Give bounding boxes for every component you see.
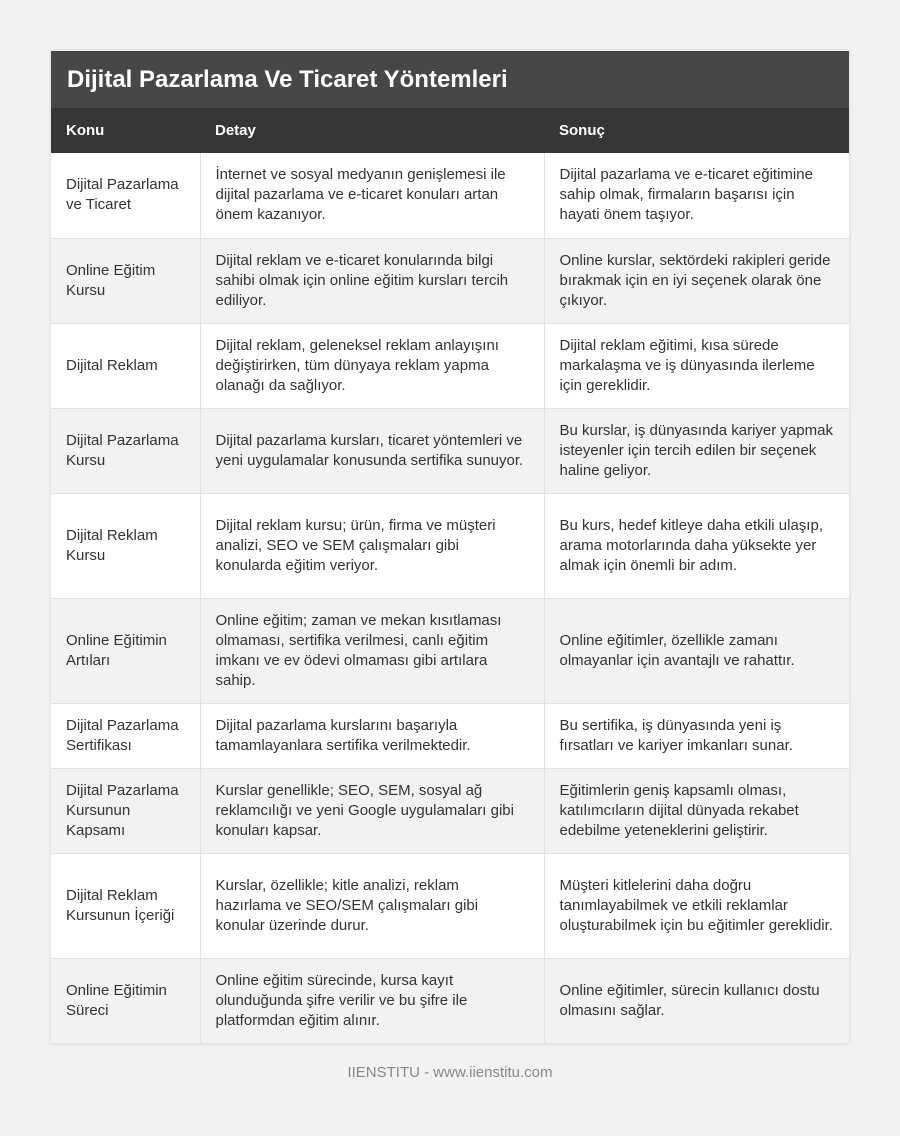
table-cell: Bu sertifika, iş dünyasında yeni iş fırs…: [544, 703, 849, 769]
footer: IIENSTITU - www.iienstitu.com: [347, 1064, 553, 1081]
table-cell: Online eğitimler, sürecin kullanıcı dost…: [544, 958, 849, 1044]
table-cell: Dijital pazarlama kurslarını başarıyla t…: [200, 703, 545, 769]
table-row: Online Eğitim Kursu Dijital reklam ve e-t…: [51, 238, 849, 324]
table-cell: Kurslar genellikle; SEO, SEM, sosyal ağ …: [200, 768, 545, 854]
table-cell: Dijital reklam ve e-ticaret konularında …: [200, 238, 545, 324]
table-cell: Online Eğitimin Süreci: [51, 958, 201, 1044]
table-cell: Dijital Reklam Kursu: [51, 493, 201, 599]
column-header: Detay: [200, 108, 544, 153]
table-cell: Eğitimlerin geniş kapsamlı olması, katıl…: [544, 768, 849, 854]
header-row: Konu Detay Sonuç: [51, 108, 849, 153]
table-cell: Online eğitimler, özellikle zamanı olmay…: [544, 598, 849, 704]
table-cell: Online Eğitim Kursu: [51, 238, 201, 324]
table-row: Online Eğitimin Süreci Online eğitim süre…: [51, 958, 849, 1044]
table-cell: Online eğitim; zaman ve mekan kısıtlamas…: [200, 598, 545, 704]
column-header: Sonuç: [544, 108, 849, 153]
table-row: Dijital Reklam Kursunun İçeriği Kurslar, …: [51, 853, 849, 959]
table-cell: Dijital Reklam Kursunun İçeriği: [51, 853, 201, 959]
table-cell: Dijital pazarlama ve e-ticaret eğitimine…: [544, 153, 849, 239]
table: Konu Detay Sonuç Dijital Pazarlama ve Tica…: [51, 108, 849, 1044]
table-row: Dijital Pazarlama Kursunun Kapsamı Kursla…: [51, 768, 849, 854]
table-row: Dijital Pazarlama Sertifikası Dijital paz…: [51, 703, 849, 769]
table-cell: Bu kurs, hedef kitleye daha etkili ulaşı…: [544, 493, 849, 599]
column-header: Konu: [51, 108, 200, 153]
table-cell: Dijital Reklam: [51, 323, 201, 409]
table-cell: Dijital Pazarlama Sertifikası: [51, 703, 201, 769]
table-cell: Online kurslar, sektördeki rakipleri ger…: [544, 238, 849, 324]
table-row: Dijital Reklam Dijital reklam, geleneksel…: [51, 323, 849, 409]
table-cell: Dijital pazarlama kursları, ticaret yönt…: [200, 408, 545, 494]
table-cell: Dijital reklam eğitimi, kısa sürede mark…: [544, 323, 849, 409]
table-cell: Dijital Pazarlama ve Ticaret: [51, 153, 201, 239]
table-cell: Dijital reklam kursu; ürün, firma ve müş…: [200, 493, 545, 599]
table-cell: Müşteri kitlelerini daha doğru tanımlaya…: [544, 853, 849, 959]
table-row: Online Eğitimin Artıları Online eğitim; z…: [51, 598, 849, 704]
table-cell: Kurslar, özellikle; kitle analizi, rekla…: [200, 853, 545, 959]
table-row: Dijital Reklam Kursu Dijital reklam kursu…: [51, 493, 849, 599]
table-card: Dijital Pazarlama Ve Ticaret Yöntemleri …: [51, 51, 849, 1044]
table-cell: Dijital reklam, geleneksel reklam anlayı…: [200, 323, 545, 409]
table-title: Dijital Pazarlama Ve Ticaret Yöntemleri: [51, 51, 849, 108]
table-row: Dijital Pazarlama Kursu Dijital pazarlama…: [51, 408, 849, 494]
table-row: Dijital Pazarlama ve Ticaret İnternet ve …: [51, 153, 849, 239]
table-cell: Dijital Pazarlama Kursunun Kapsamı: [51, 768, 201, 854]
table-cell: İnternet ve sosyal medyanın genişlemesi …: [200, 153, 545, 239]
table-cell: Bu kurslar, iş dünyasında kariyer yapmak…: [544, 408, 849, 494]
table-cell: Dijital Pazarlama Kursu: [51, 408, 201, 494]
table-cell: Online Eğitimin Artıları: [51, 598, 201, 704]
table-body: Dijital Pazarlama ve Ticaret İnternet ve …: [51, 153, 849, 1044]
table-cell: Online eğitim sürecinde, kursa kayıt olu…: [200, 958, 545, 1044]
